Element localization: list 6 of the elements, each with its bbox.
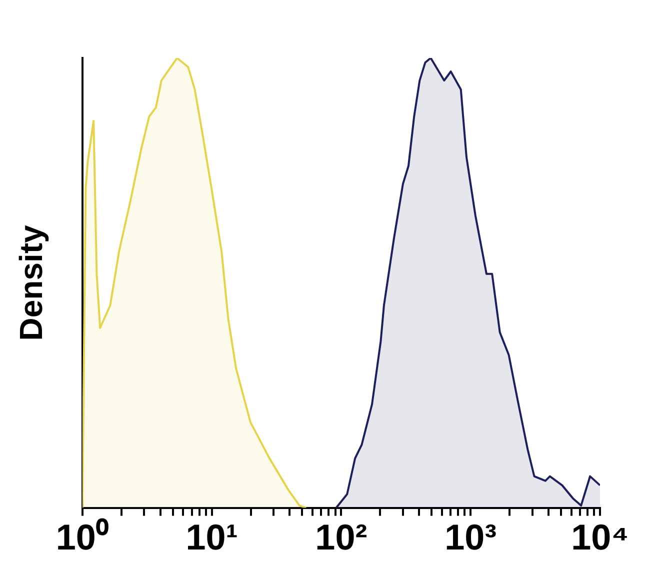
x-tick-label: 10² — [315, 516, 368, 558]
x-tick-label: 10¹ — [186, 516, 238, 558]
y-axis-title: Density — [13, 224, 50, 341]
x-tick-label: 10⁰ — [56, 516, 109, 558]
x-tick-label: 10³ — [444, 516, 497, 558]
x-tick-label: 10⁴ — [571, 516, 629, 558]
